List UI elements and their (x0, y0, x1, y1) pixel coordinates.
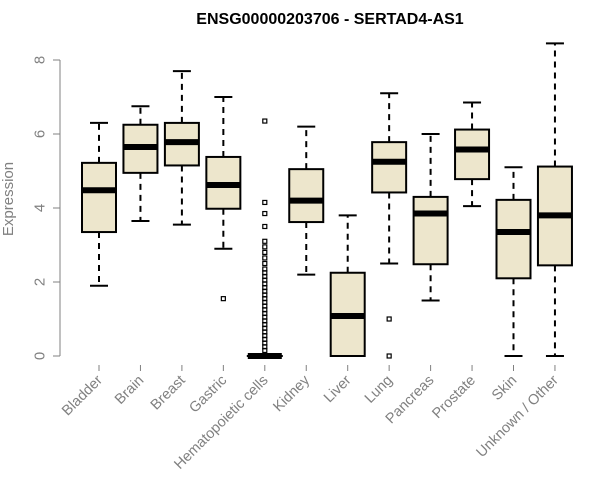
outlier-point (262, 199, 268, 206)
x-tick-label: Liver (321, 372, 355, 406)
box-body (81, 161, 117, 234)
y-axis: 0 2 4 6 8 (32, 56, 61, 360)
x-tick-label: Prostate (429, 373, 478, 422)
y-tick-label: 8 (32, 56, 49, 64)
x-tick-label: Kidney (270, 372, 313, 415)
chart-title: ENSG00000203706 - SERTAD4-AS1 (196, 11, 463, 28)
box-bladder (81, 121, 117, 287)
box-pancreas (412, 133, 449, 302)
y-tick-label: 4 (32, 204, 49, 212)
box-body (412, 195, 449, 266)
y-tick-label: 6 (32, 130, 49, 138)
box-gastric (205, 96, 242, 302)
x-tick-label: Skin (489, 373, 520, 404)
box-unknown-other (536, 42, 573, 357)
box-body (454, 128, 491, 181)
x-tick-label: Breast (148, 373, 189, 414)
box-prostate (454, 101, 491, 208)
outlier-point (386, 353, 392, 359)
box-body (288, 168, 325, 224)
outlier-point (262, 347, 268, 354)
x-tick-label: Lung (362, 373, 396, 407)
box-brain (122, 105, 159, 222)
box-body (371, 141, 408, 194)
outlier-point (262, 249, 268, 255)
box-kidney (288, 125, 325, 276)
box-skin (495, 166, 532, 357)
box-liver (329, 214, 366, 357)
box-series (81, 42, 573, 359)
outlier-point (262, 260, 268, 267)
y-tick-label: 0 (32, 352, 49, 360)
y-axis-label: Expression (0, 162, 17, 236)
outlier-point (262, 255, 268, 261)
box-breast (163, 70, 200, 226)
outlier-point (220, 296, 226, 302)
box-hematopoietic-cells (246, 118, 283, 359)
x-tick-label: Brain (112, 373, 147, 408)
outlier-point (262, 210, 268, 217)
box-lung (371, 92, 408, 359)
outlier-point (262, 244, 268, 250)
outlier-point (386, 316, 392, 322)
x-tick-label: Bladder (59, 372, 106, 419)
outlier-point (262, 238, 268, 244)
outlier-point (262, 118, 268, 124)
outlier-point (262, 223, 268, 230)
y-tick-label: 2 (32, 278, 49, 286)
box-body (495, 198, 532, 280)
